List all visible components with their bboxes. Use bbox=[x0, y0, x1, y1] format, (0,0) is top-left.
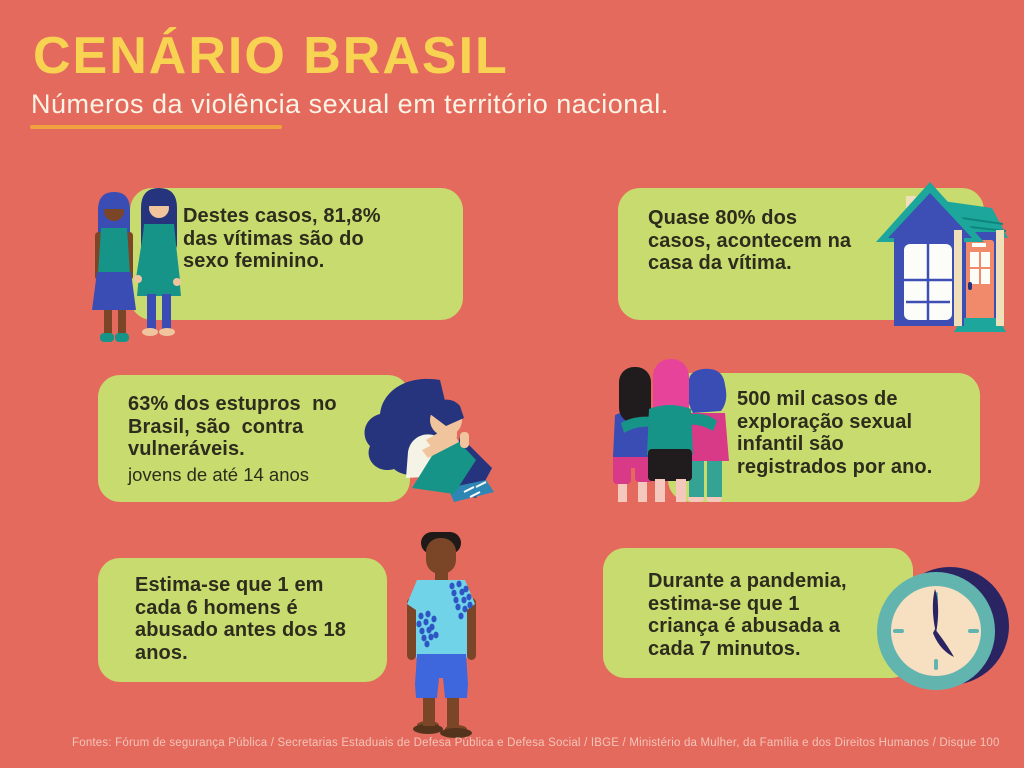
two-women-icon bbox=[92, 188, 181, 342]
stat-subtext: jovens de até 14 anos bbox=[128, 463, 310, 485]
stat-card-men-abused: Estima-se que 1 em cada 6 homens é abusa… bbox=[98, 558, 387, 682]
subtitle-underline bbox=[30, 125, 282, 129]
clock-icon bbox=[877, 567, 1009, 690]
stat-card-pandemic-rate: Durante a pandemia, estima-se que 1 cria… bbox=[603, 548, 913, 678]
three-girls-icon bbox=[613, 359, 729, 502]
stat-text: Durante a pandemia, estima-se que 1 cria… bbox=[648, 570, 847, 660]
sources-footer: Fontes: Fórum de segurança Pública / Sec… bbox=[72, 737, 1000, 749]
stat-text: Quase 80% dos casos, acontecem na casa d… bbox=[648, 207, 852, 275]
stat-card-rape-vulnerable: 63% dos estupros no Brasil, são contra v… bbox=[98, 375, 410, 502]
house-icon bbox=[876, 182, 1008, 332]
stat-text: 63% dos estupros no Brasil, são contra v… bbox=[128, 393, 337, 461]
stat-card-female-victims: Destes casos, 81,8% das vítimas são do s… bbox=[130, 188, 463, 320]
stat-text: Destes casos, 81,8% das vítimas são do s… bbox=[183, 205, 381, 273]
stat-text: 500 mil casos de exploração sexual infan… bbox=[737, 388, 933, 478]
sitting-girl-icon bbox=[364, 378, 494, 502]
page-subtitle: Números da violência sexual em territóri… bbox=[31, 89, 669, 119]
boy-icon bbox=[407, 532, 476, 738]
stat-text: Estima-se que 1 em cada 6 homens é abusa… bbox=[135, 574, 346, 664]
page-title: CENÁRIO BRASIL bbox=[33, 27, 509, 85]
